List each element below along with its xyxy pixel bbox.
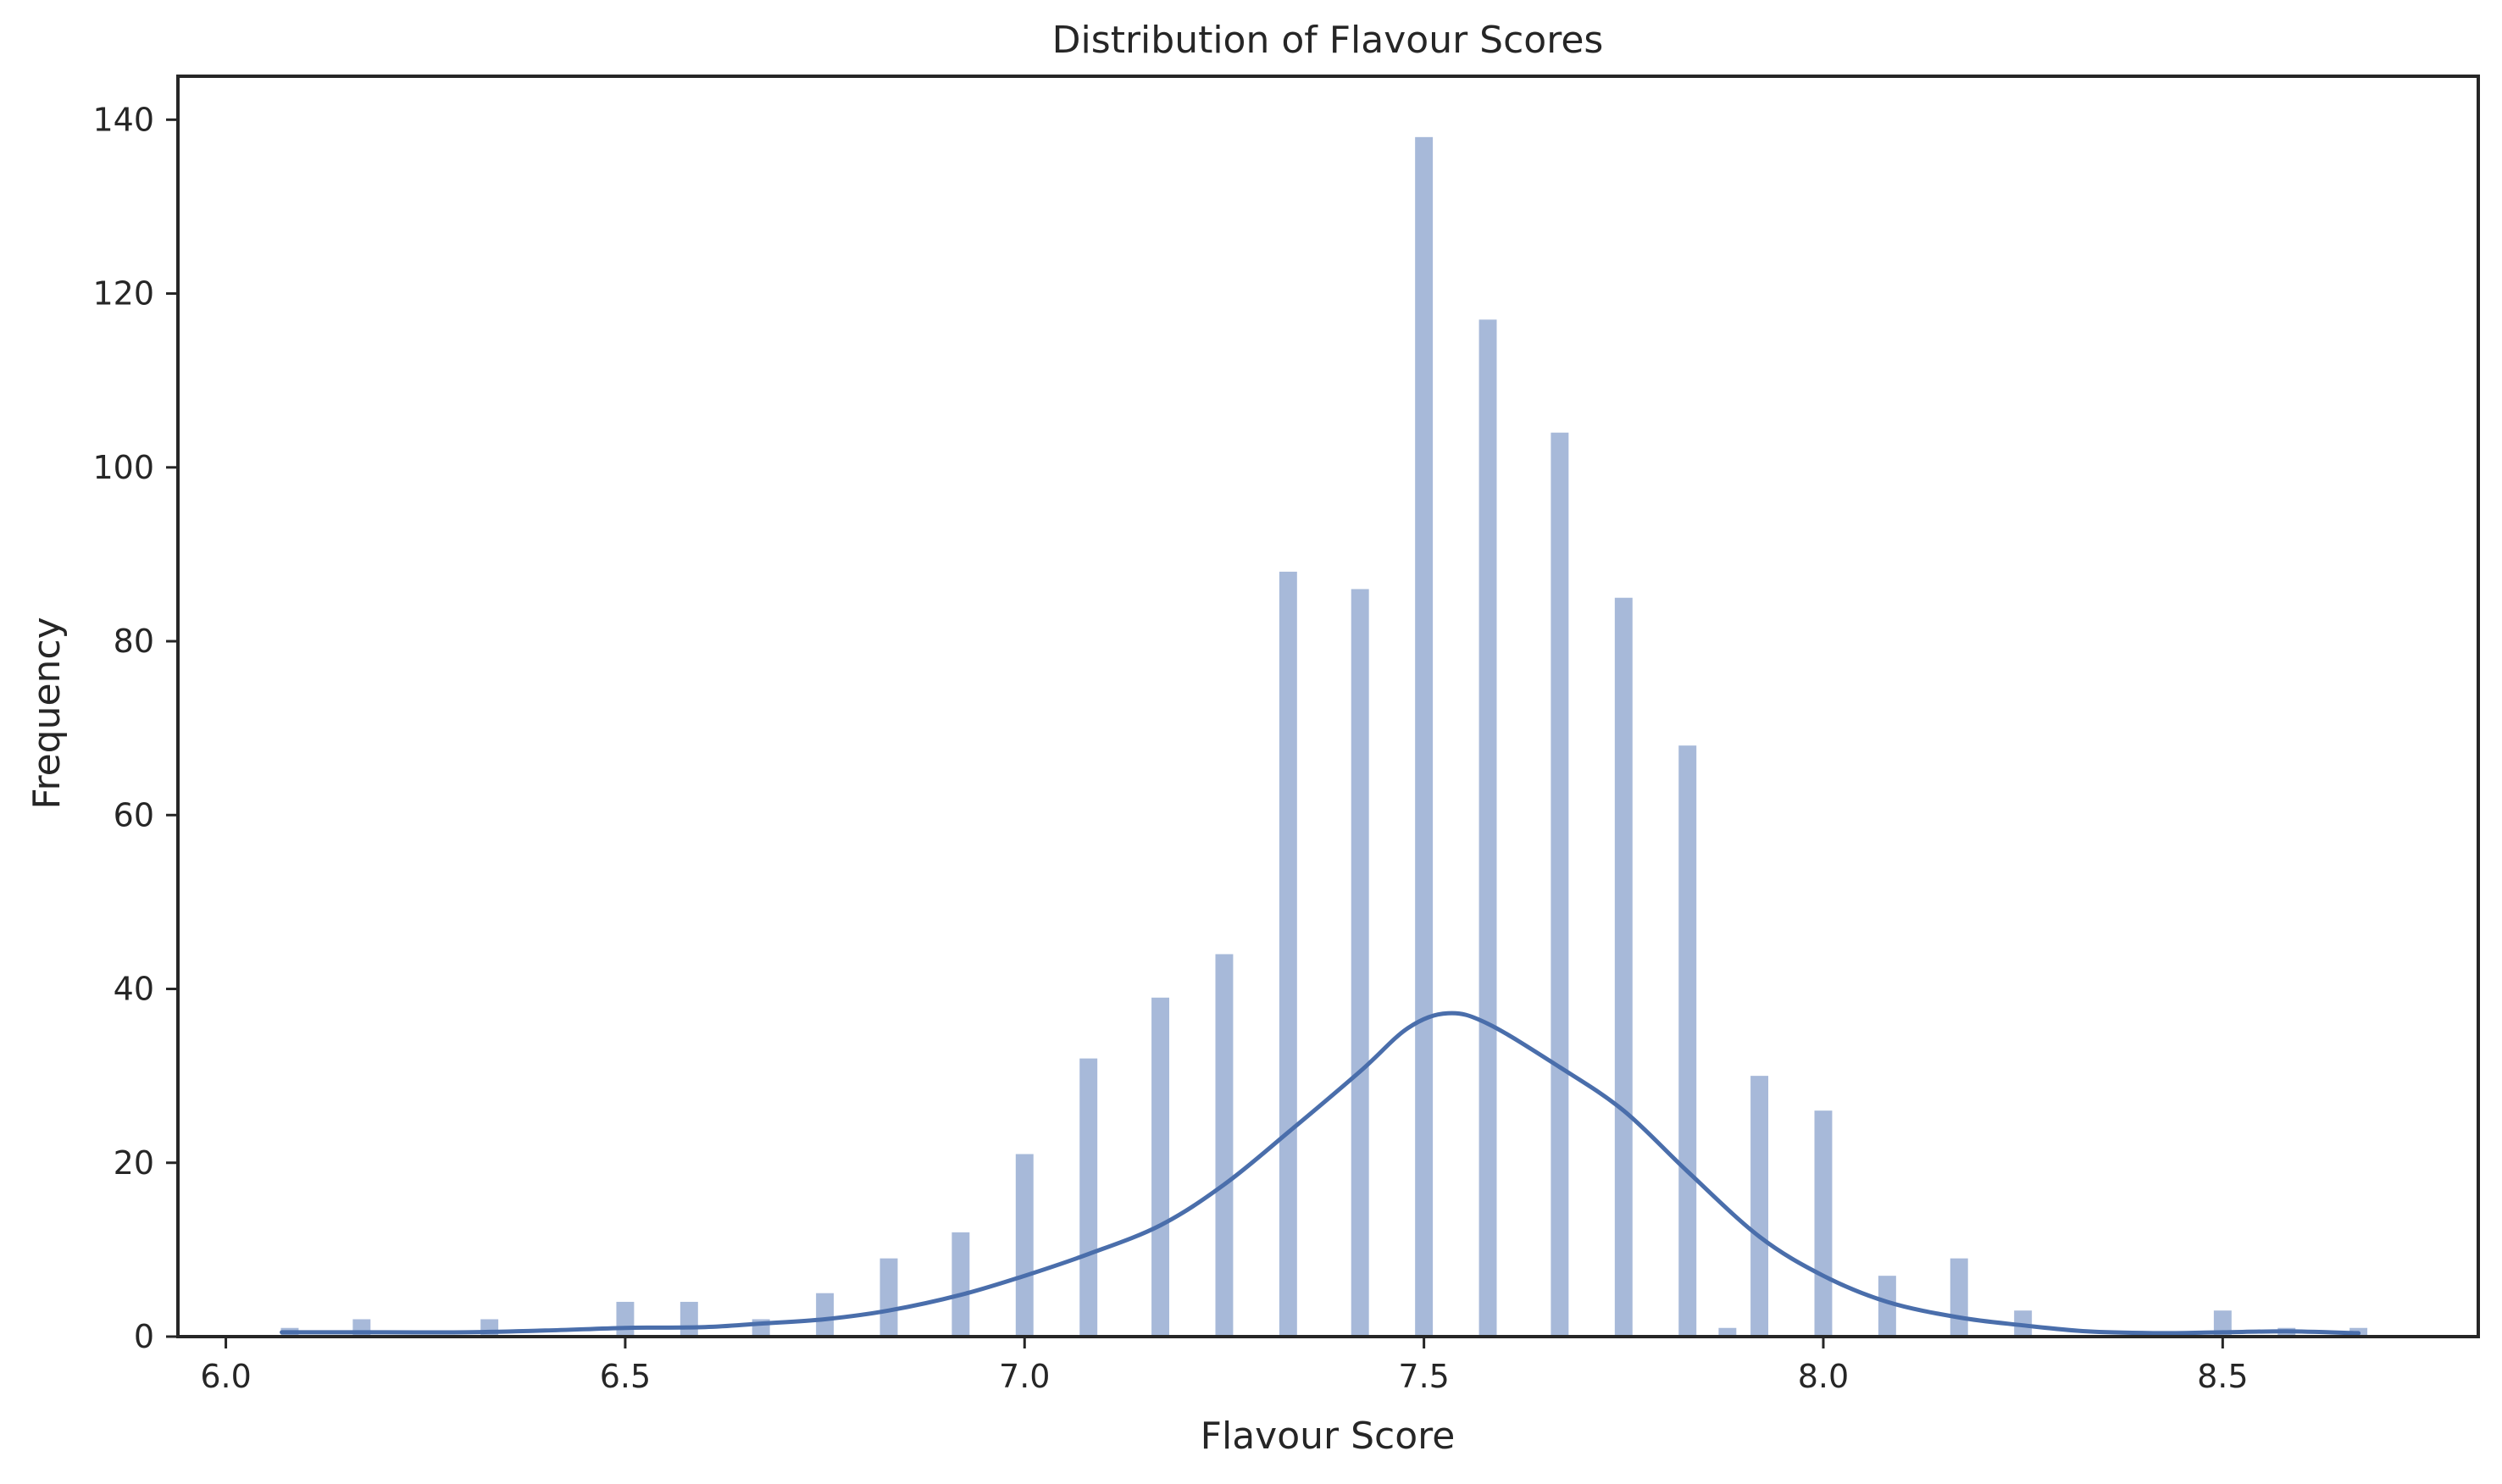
x-tick-label: 8.0 xyxy=(1798,1358,1849,1395)
y-tick-label: 80 xyxy=(114,623,154,660)
histogram-bar xyxy=(616,1301,635,1337)
histogram-bar xyxy=(1814,1110,1833,1337)
y-tick-label: 140 xyxy=(92,101,154,138)
x-axis-label: Flavour Score xyxy=(1201,1415,1456,1458)
y-tick-label: 120 xyxy=(92,275,154,313)
histogram-bar xyxy=(1878,1276,1896,1337)
histogram-bar xyxy=(680,1301,698,1337)
y-axis-ticks: 0 20 40 60 80 100 120 140 xyxy=(92,101,178,1355)
histogram-bar xyxy=(1678,745,1697,1337)
histogram-bar xyxy=(1215,954,1234,1337)
y-tick-label: 100 xyxy=(92,449,154,486)
x-axis-ticks: 6.0 6.5 7.0 7.5 8.0 8.5 xyxy=(200,1337,2249,1395)
histogram-bar xyxy=(1478,319,1497,1337)
histogram-bar xyxy=(1015,1154,1034,1337)
y-tick-label: 0 xyxy=(134,1318,154,1355)
histogram-bar xyxy=(1151,997,1169,1337)
histogram-bar xyxy=(816,1293,835,1337)
y-tick-label: 40 xyxy=(114,971,154,1008)
histogram-bar xyxy=(2213,1310,2232,1337)
plot-frame xyxy=(176,75,2480,1338)
x-tick-label: 8.5 xyxy=(2197,1358,2248,1395)
histogram-bar xyxy=(879,1258,898,1337)
histogram-bar xyxy=(1415,136,1434,1337)
x-tick-label: 7.0 xyxy=(999,1358,1050,1395)
histogram-bar xyxy=(951,1232,970,1337)
histogram-bar xyxy=(1079,1058,1098,1337)
x-tick-label: 6.0 xyxy=(200,1358,251,1395)
x-tick-label: 6.5 xyxy=(600,1358,651,1395)
x-tick-label: 7.5 xyxy=(1398,1358,1449,1395)
histogram-bar xyxy=(1351,589,1369,1337)
histogram-bar xyxy=(1614,597,1633,1337)
y-axis-label: Frequency xyxy=(25,617,69,809)
y-tick-label: 60 xyxy=(114,796,154,833)
histogram-bar xyxy=(1950,1258,1968,1337)
chart-title: Distribution of Flavour Scores xyxy=(1052,19,1604,62)
histogram-bar xyxy=(1551,432,1569,1337)
histogram-bar xyxy=(1279,571,1297,1337)
bars-group xyxy=(280,136,2368,1337)
histogram-bar xyxy=(1718,1327,1737,1337)
histogram-bar xyxy=(1750,1076,1769,1337)
y-tick-label: 20 xyxy=(114,1144,154,1182)
kde-curve xyxy=(280,1011,2361,1336)
